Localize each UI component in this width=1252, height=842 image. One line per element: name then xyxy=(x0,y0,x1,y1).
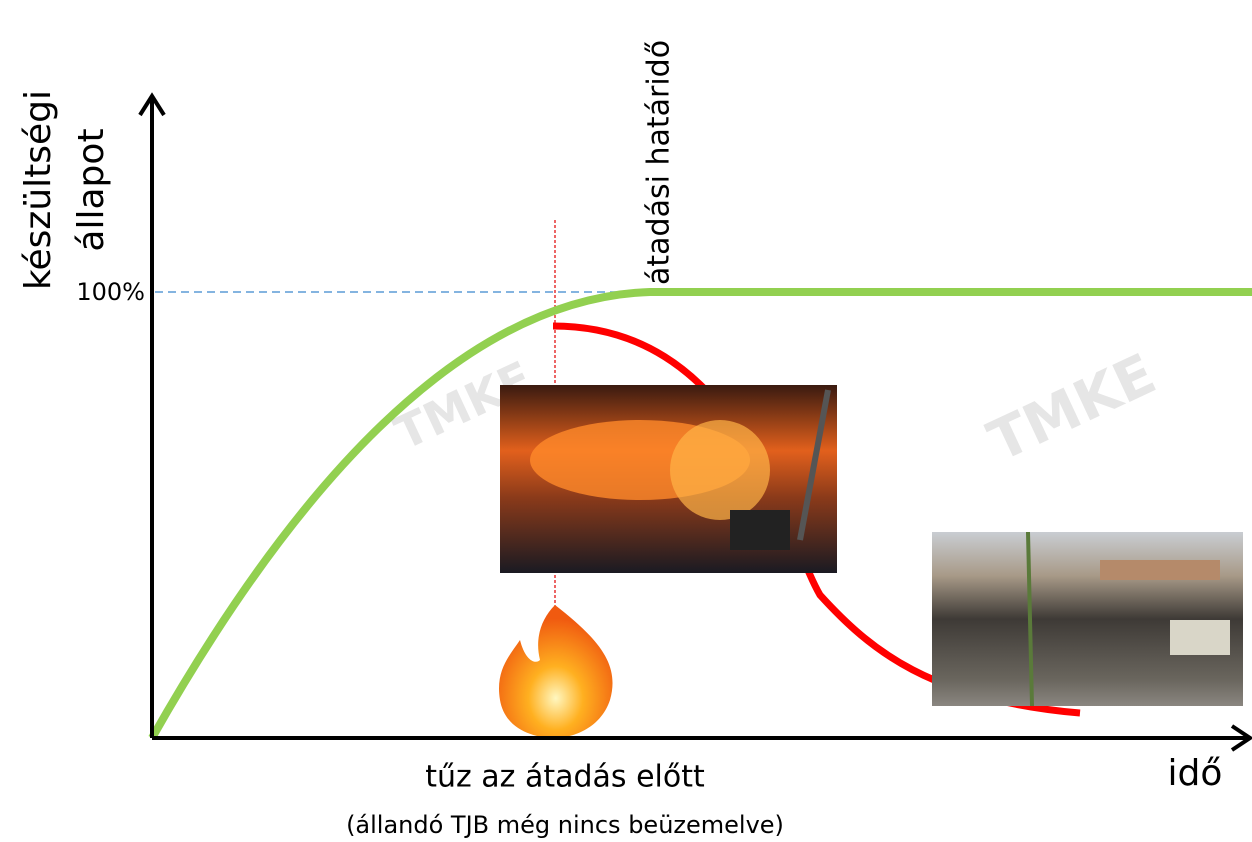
y-axis-label: készültségi xyxy=(18,90,59,290)
deadline-label: átadási határidő xyxy=(642,40,677,285)
diagram: TMKE TMKE készültségi állapot 100% átadá… xyxy=(0,0,1252,842)
fire-icon xyxy=(499,605,613,738)
fire-photo xyxy=(500,385,837,573)
fire-label: tűz az átadás előtt xyxy=(425,760,705,795)
y-axis-label: állapot xyxy=(71,128,112,251)
x-axis-label: idő xyxy=(1168,753,1223,794)
fire-note: (állandó TJB még nincs beüzemelve) xyxy=(346,811,784,839)
watermark: TMKE xyxy=(979,342,1166,475)
ruins-photo xyxy=(932,532,1243,706)
y-tick-label: 100% xyxy=(76,278,145,306)
